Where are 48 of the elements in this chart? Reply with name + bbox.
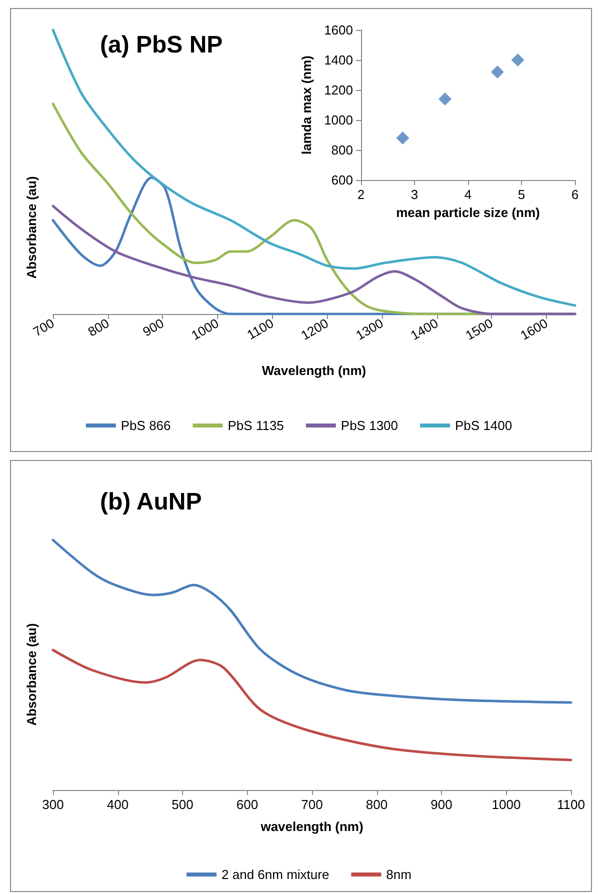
point — [438, 92, 452, 106]
y-tick-label: 1200 — [324, 82, 353, 98]
x-tick-label: 300 — [42, 797, 64, 812]
y-tick-label: 1600 — [324, 22, 353, 38]
y-axis-title: lamda max (nm) — [299, 56, 314, 154]
x-axis-title: mean particle size (nm) — [396, 204, 540, 220]
x-tick-label: 900 — [140, 316, 166, 340]
x-tick-label: 700 — [30, 316, 57, 340]
x-axis-title: Wavelength (nm) — [262, 363, 366, 378]
y-tick-label: 800 — [331, 142, 353, 158]
x-tick-label: 1500 — [462, 316, 496, 343]
x-tick-label: 1100 — [557, 797, 585, 812]
x-tick-label: 1000 — [188, 316, 222, 343]
y-tick-label: 1000 — [324, 112, 353, 128]
legend-label: PbS 866 — [120, 418, 171, 433]
legend-label: PbS 1400 — [455, 418, 512, 433]
x-tick-label: 600 — [236, 797, 258, 812]
x-tick-label: 1300 — [353, 316, 386, 343]
x-tick-label: 1000 — [492, 797, 521, 812]
x-tick-label: 500 — [172, 797, 194, 812]
x-tick-label: 5 — [518, 187, 526, 202]
x-tick-label: 1400 — [408, 316, 441, 343]
x-axis-title: wavelength (nm) — [260, 819, 364, 834]
y-axis-title: Absorbance (au) — [24, 176, 39, 279]
point — [511, 54, 524, 66]
x-tick-label: 800 — [85, 316, 112, 340]
x-tick-label: 400 — [106, 797, 129, 812]
x-tick-label: 1600 — [518, 316, 550, 343]
x-tick-label: 2 — [357, 187, 365, 202]
x-tick-label: 6 — [571, 187, 579, 202]
point — [490, 66, 504, 78]
y-tick-label: 1400 — [324, 52, 353, 68]
chart-title: (a) PbS NP — [100, 32, 223, 58]
legend-label: PbS 1300 — [340, 418, 398, 433]
x-tick-label: 900 — [430, 797, 452, 812]
x-tick-label: 1100 — [244, 316, 276, 342]
x-tick-label: 4 — [464, 187, 472, 202]
y-axis-title: Absorbance (au) — [24, 623, 39, 726]
chart-title: (b) AuNP — [100, 488, 202, 516]
point — [396, 132, 410, 144]
legend-label: 2 and 6nm mixture — [222, 867, 330, 882]
legend-label: PbS 1135 — [228, 418, 284, 433]
y-tick-label: 600 — [331, 172, 353, 188]
x-tick-label: 3 — [410, 187, 418, 202]
legend-label: 8nm — [386, 867, 412, 882]
x-tick-label: 1200 — [298, 316, 331, 343]
x-tick-label: 800 — [366, 797, 388, 812]
x-tick-label: 700 — [301, 797, 323, 812]
